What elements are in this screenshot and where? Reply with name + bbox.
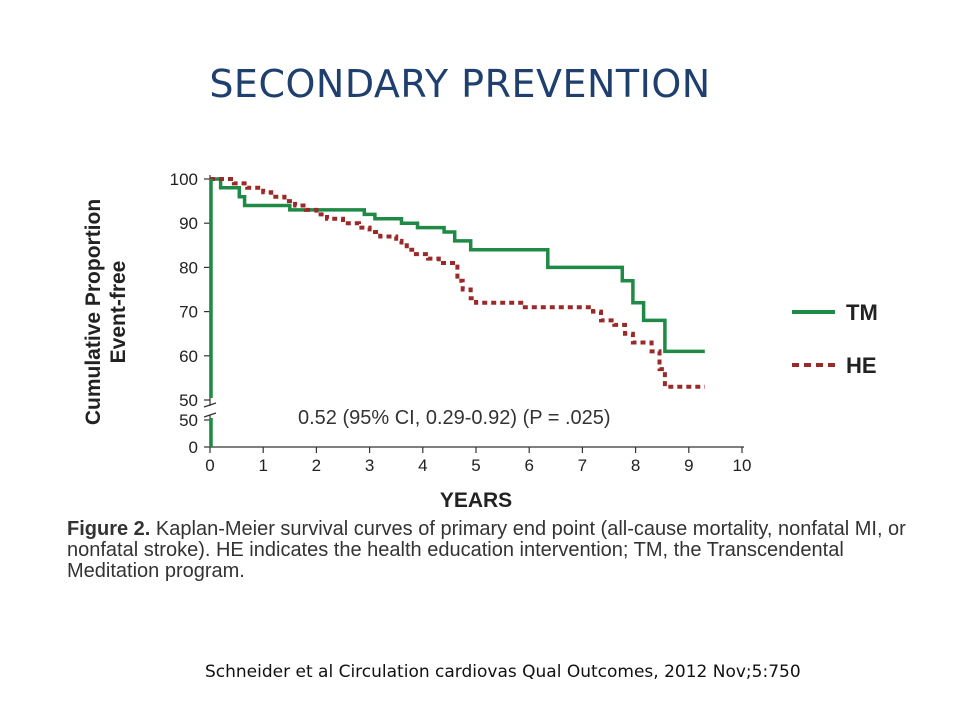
x-tick-label: 2 [312,456,321,475]
legend-label-tm: TM [846,300,878,325]
x-tick-label: 1 [258,456,267,475]
chart-legend: TM HE [792,300,878,378]
x-tick-label: 8 [631,456,640,475]
series-line-he [210,177,705,389]
citation: Schneider et al Circulation cardiovas Qu… [205,662,801,682]
x-axis-label: YEARS [440,489,512,512]
x-tick-label: 7 [578,456,587,475]
y-axis-label-line1: Cumulative Proportion [82,199,105,425]
y-tick-label: 80 [179,258,198,277]
y-tick-label: 60 [179,347,198,366]
x-tick-label: 6 [524,456,533,475]
x-tick-label: 10 [733,456,752,475]
x-tick-label: 9 [684,456,693,475]
y-tick-label-lower: 0 [189,438,198,457]
axis-break-mark [203,402,217,408]
y-tick-label: 100 [170,170,198,189]
series-line-tm [210,177,705,354]
x-tick-label: 0 [205,456,214,475]
y-axis-label-line2: Event-free [107,261,130,364]
y-tick-label: 70 [179,303,198,322]
slide-title: SECONDARY PREVENTION [209,62,711,106]
y-tick-label-lower: 50 [179,411,198,430]
chart-series-layer [209,177,705,447]
x-tick-label: 5 [471,456,480,475]
x-tick-label: 3 [365,456,374,475]
figure-caption-lead: Figure 2. [67,518,151,540]
hazard-ratio-annotation: 0.52 (95% CI, 0.29-0.92) (P = .025) [298,407,611,429]
x-tick-label: 4 [418,456,427,475]
chart-labels: 50 60 70 80 90 100 0 50 0 1 2 3 4 5 6 7 8 9 10 YEARS Cumulat… [82,170,751,512]
legend-label-he: HE [846,353,877,378]
kaplan-meier-chart: 50 60 70 80 90 100 0 50 0 1 2 3 4 5 6 7 8 9 10 YEARS Cumulat… [82,170,878,512]
figure-caption-text: Kaplan-Meier survival curves of primary … [67,518,906,582]
figure-caption: Figure 2. Kaplan-Meier survival curves o… [67,519,907,582]
y-tick-label: 90 [179,214,198,233]
y-tick-label: 50 [179,391,198,410]
